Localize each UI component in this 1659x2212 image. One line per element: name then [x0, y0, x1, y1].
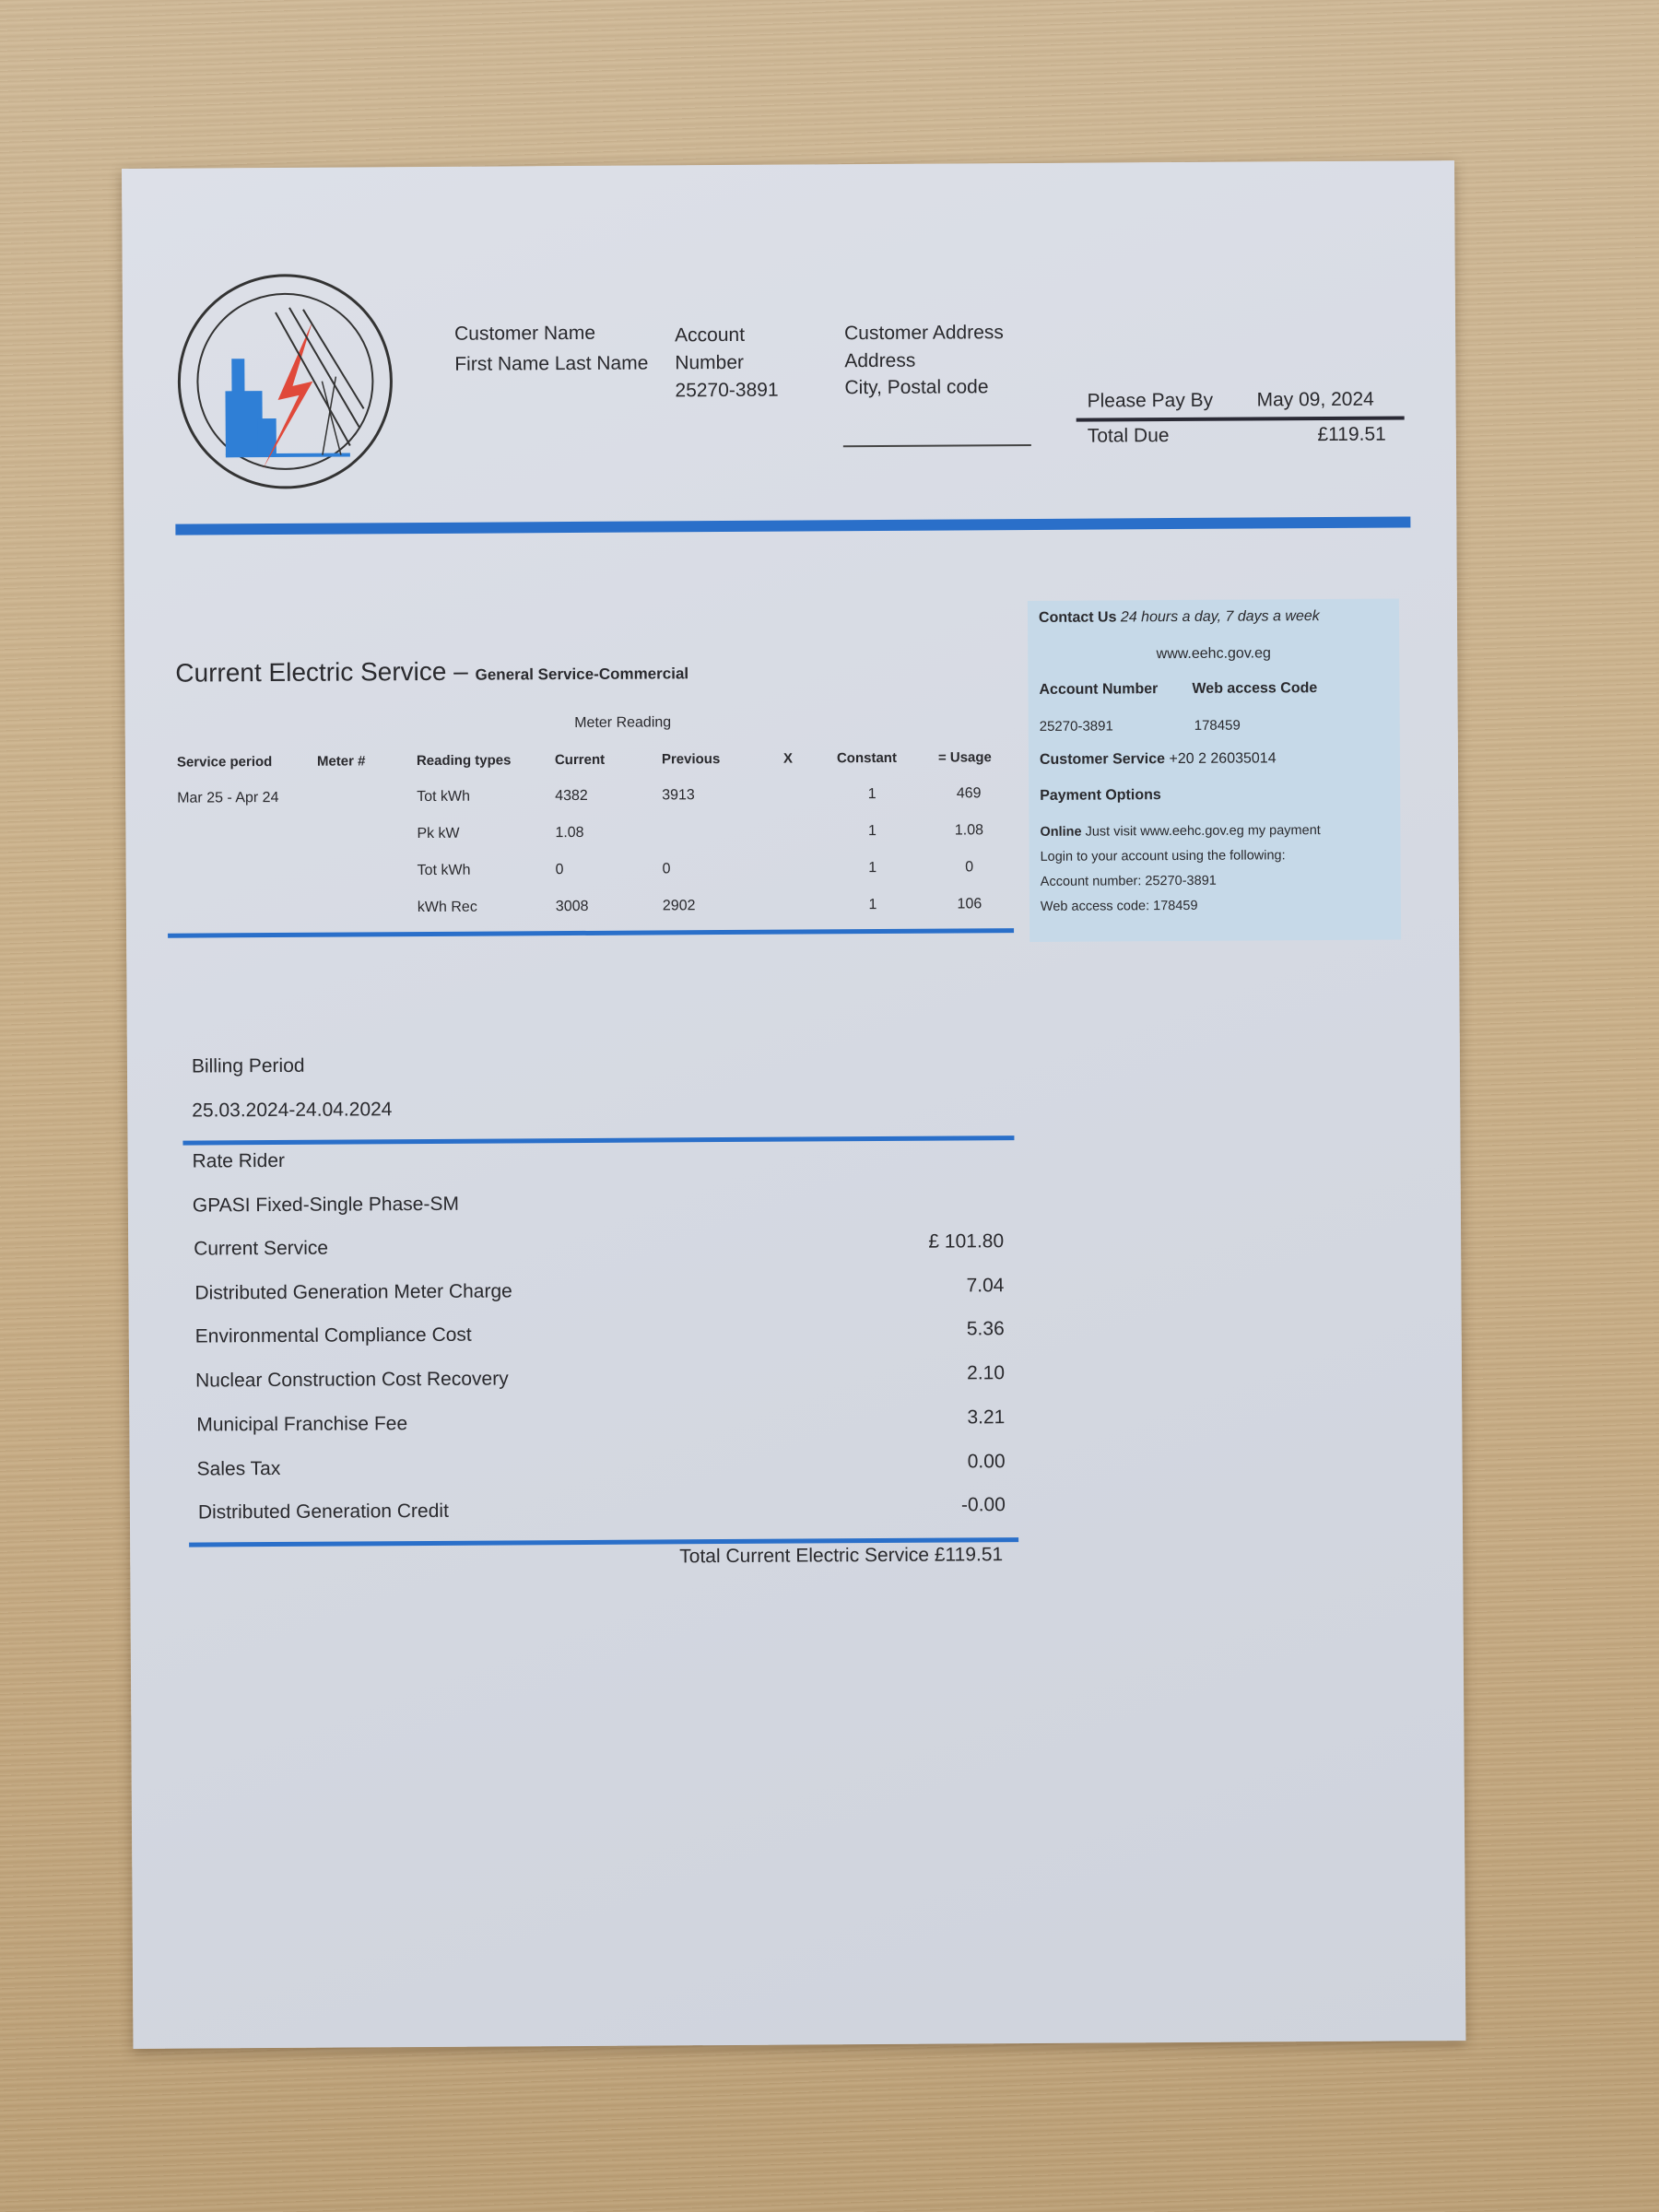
charge-row: Current Service £ 101.80: [122, 160, 1454, 1259]
login-account-line: Account number: 25270-3891: [1040, 873, 1217, 889]
customer-service-phone: +20 2 26035014: [1169, 750, 1277, 768]
contact-hours: 24 hours a day, 7 days a week: [1120, 608, 1320, 626]
account-number-label: Account Number: [1039, 681, 1159, 698]
electric-bill-paper: Customer Name First Name Last Name Accou…: [122, 160, 1466, 2049]
reading-type: Tot kWh: [417, 788, 471, 806]
usage: 0: [965, 859, 974, 876]
billing-period-label: Billing Period: [191, 1054, 305, 1077]
charge-label: Municipal Franchise Fee: [196, 1413, 408, 1436]
account-number: 25270-3891: [675, 379, 779, 402]
meter-table-divider: [168, 928, 1015, 938]
charge-row: Sales Tax 0.00: [122, 160, 1454, 1479]
service-period: Mar 25 - Apr 24: [177, 789, 279, 806]
account-label-number: Number: [675, 351, 745, 374]
total-due-label: Total Due: [1087, 425, 1170, 447]
col-constant: Constant: [836, 749, 897, 767]
current-reading: 3008: [555, 898, 589, 915]
header-blue-bar: [175, 516, 1411, 535]
col-current: Current: [554, 751, 606, 769]
charge-label: Current Service: [194, 1237, 329, 1260]
usage: 1.08: [954, 822, 984, 839]
charge-label: Sales Tax: [196, 1457, 281, 1480]
col-x: X: [782, 750, 793, 767]
contact-title: Contact Us: [1038, 609, 1117, 626]
pay-by-date: May 09, 2024: [1256, 388, 1374, 411]
total-due-amount: £119.51: [1317, 423, 1386, 446]
charge-amount: £ 101.80: [928, 1230, 1005, 1253]
charge-amount: -0.00: [960, 1494, 1006, 1516]
charge-amount: 3.21: [967, 1406, 1006, 1429]
meter-row: kWh Rec 3008 2902 1 106: [122, 160, 1454, 915]
pay-by-label: Please Pay By: [1087, 389, 1214, 412]
current-reading: 0: [555, 862, 564, 878]
web-access-label: Web access Code: [1192, 680, 1318, 697]
reading-type: Pk kW: [417, 825, 460, 842]
previous-reading: 0: [662, 861, 671, 877]
charge-label: Nuclear Construction Cost Recovery: [194, 1368, 509, 1392]
constant: 1: [868, 860, 877, 877]
customer-name-label: Customer Name: [454, 322, 596, 345]
contact-account-number: 25270-3891: [1039, 718, 1113, 735]
charge-amount: 7.04: [966, 1275, 1005, 1297]
reading-type: kWh Rec: [417, 899, 477, 916]
charge-row: Environmental Compliance Cost 5.36: [122, 160, 1454, 1347]
charge-row: Municipal Franchise Fee 3.21: [122, 160, 1454, 1435]
charge-label: Distributed Generation Meter Charge: [194, 1280, 512, 1304]
usage: 106: [957, 896, 982, 912]
previous-reading: 2902: [662, 898, 696, 914]
col-service-period: Service period: [176, 754, 273, 771]
col-previous: Previous: [661, 751, 721, 768]
contact-web-access-code: 178459: [1194, 717, 1241, 734]
login-code-line: Web access code: 178459: [1040, 898, 1198, 914]
charge-amount: 5.36: [966, 1318, 1005, 1340]
address-underline: [842, 443, 1031, 448]
constant: 1: [867, 823, 877, 840]
charge-label: Distributed Generation Credit: [197, 1500, 449, 1524]
charge-row: Nuclear Construction Cost Recovery 2.10: [122, 160, 1454, 1391]
previous-reading: 3913: [662, 787, 695, 804]
billing-period: 25.03.2024-24.04.2024: [192, 1099, 393, 1122]
meter-row: Tot kWh 4382 3913 1 469: [122, 160, 1454, 805]
billing-divider: [182, 1135, 1015, 1146]
col-usage: = Usage: [937, 749, 992, 766]
pay-divider: [1076, 416, 1405, 422]
online-label: Online: [1040, 824, 1082, 840]
account-label: Account: [675, 324, 746, 347]
current-reading: 4382: [555, 787, 588, 805]
meter-row: Tot kWh 0 0 1 0: [122, 160, 1454, 878]
col-meter: Meter #: [316, 753, 366, 770]
contact-website[interactable]: www.eehc.gov.eg: [1156, 645, 1271, 663]
contact-box: Contact Us 24 hours a day, 7 days a week…: [1027, 598, 1402, 942]
address-line: Address: [844, 349, 916, 372]
online-text: Just visit www.eehc.gov.eg my payment: [1085, 823, 1321, 840]
col-reading-types: Reading types: [416, 752, 512, 770]
company-logo-seal: [177, 274, 393, 489]
charge-row: Distributed Generation Credit -0.00: [122, 160, 1454, 1523]
constant: 1: [867, 786, 877, 803]
usage: 469: [956, 785, 982, 802]
service-subtitle: General Service-Commercial: [475, 665, 689, 684]
meter-row: Pk kW 1.08 1 1.08: [122, 160, 1454, 841]
rate-name: GPASI Fixed-Single Phase-SM: [192, 1193, 460, 1217]
charge-label: Environmental Compliance Cost: [194, 1324, 472, 1347]
charge-row: Distributed Generation Meter Charge 7.04: [122, 160, 1454, 1303]
login-text: Login to your account using the followin…: [1040, 848, 1286, 865]
reading-type: Tot kWh: [417, 862, 471, 879]
customer-service-label: Customer Service: [1039, 751, 1166, 768]
meter-reading-label: Meter Reading: [574, 714, 672, 732]
meter-table-header: Service period Meter # Reading types Cur…: [122, 160, 1454, 770]
address-label: Customer Address: [844, 322, 1004, 345]
city-line: City, Postal code: [844, 376, 989, 399]
charge-amount: 2.10: [967, 1362, 1006, 1384]
service-title: Current Electric Service – General Servi…: [175, 656, 689, 688]
current-reading: 1.08: [555, 824, 584, 841]
total-current-service: Total Current Electric Service £119.51: [679, 1544, 1004, 1568]
payment-options-label: Payment Options: [1040, 787, 1161, 804]
rate-rider-label: Rate Rider: [192, 1149, 286, 1172]
customer-name: First Name Last Name: [454, 352, 649, 375]
constant: 1: [868, 897, 877, 913]
charge-amount: 0.00: [967, 1451, 1006, 1473]
